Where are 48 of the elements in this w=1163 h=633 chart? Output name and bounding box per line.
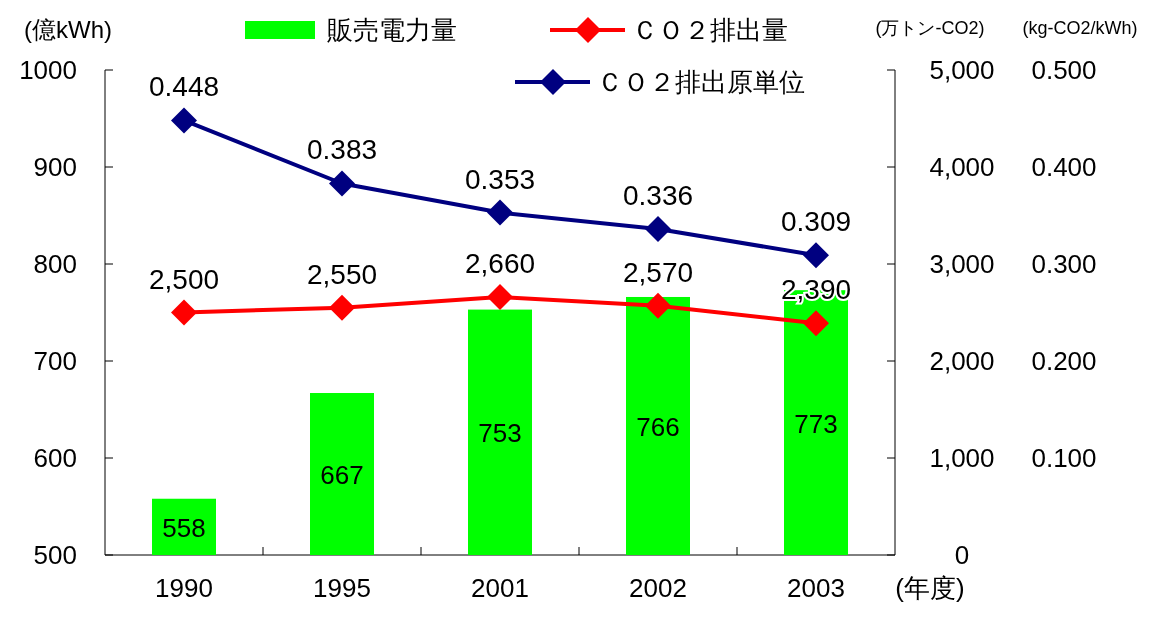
data-label: 2,550: [306, 258, 378, 290]
legend-label: ＣＯ２排出量: [632, 15, 788, 45]
data-label: 558: [162, 512, 206, 543]
y2-tick-label: 4,000: [929, 152, 995, 182]
data-label: 2,660: [464, 247, 536, 279]
y-tick-label: 500: [33, 540, 77, 570]
y3-tick-label: 0.500: [1031, 55, 1097, 85]
point: [803, 242, 829, 269]
y2-tick-label: 3,000: [929, 249, 995, 279]
y3-tick-label: 0.300: [1031, 249, 1097, 279]
y-tick-label: 900: [33, 152, 77, 182]
point: [171, 107, 197, 134]
y-tick-label: 800: [33, 249, 77, 279]
y2-axis-title: (万トン-CO2): [875, 18, 985, 38]
data-label: 0.309: [780, 206, 852, 238]
data-label: 2,500: [148, 263, 220, 295]
point: [645, 216, 671, 243]
y3-tick-label: 0.100: [1031, 443, 1097, 473]
y3-axis-title: (kg-CO2/kWh): [1022, 18, 1138, 38]
y-axis-title: (億kWh): [24, 16, 112, 43]
x-tick-label: 2001: [471, 573, 529, 603]
y2-tick-label: 0: [954, 540, 970, 570]
y3-tick-label: 0.400: [1031, 152, 1097, 182]
x-tick-label: 1990: [155, 573, 213, 603]
x-tick-label: 2003: [787, 573, 845, 603]
y-tick-label: 600: [33, 443, 77, 473]
data-label: 0.336: [622, 180, 694, 212]
data-label: 667: [320, 460, 364, 491]
data-label: 0.448: [148, 71, 220, 103]
x-axis-title: (年度): [895, 573, 965, 603]
y-tick-label: 1000: [19, 55, 77, 85]
y2-tick-label: 1,000: [929, 443, 995, 473]
y3-tick-label: 0.200: [1031, 346, 1097, 376]
point: [329, 170, 355, 197]
y2-tick-label: 2,000: [929, 346, 995, 376]
data-label: 0.383: [306, 134, 378, 166]
legend-label: 販売電力量: [327, 15, 457, 45]
legend-label: ＣＯ２排出原単位: [597, 67, 805, 97]
x-tick-label: 2002: [629, 573, 687, 603]
data-label: 753: [478, 418, 522, 449]
x-tick-label: 1995: [313, 573, 371, 603]
point: [487, 199, 513, 226]
data-label: 773: [794, 408, 838, 439]
y2-tick-label: 5,000: [929, 55, 995, 85]
y-tick-label: 700: [33, 346, 77, 376]
data-label: 2,570: [622, 256, 694, 288]
data-label: 766: [636, 411, 680, 442]
data-label: 0.353: [464, 163, 536, 195]
